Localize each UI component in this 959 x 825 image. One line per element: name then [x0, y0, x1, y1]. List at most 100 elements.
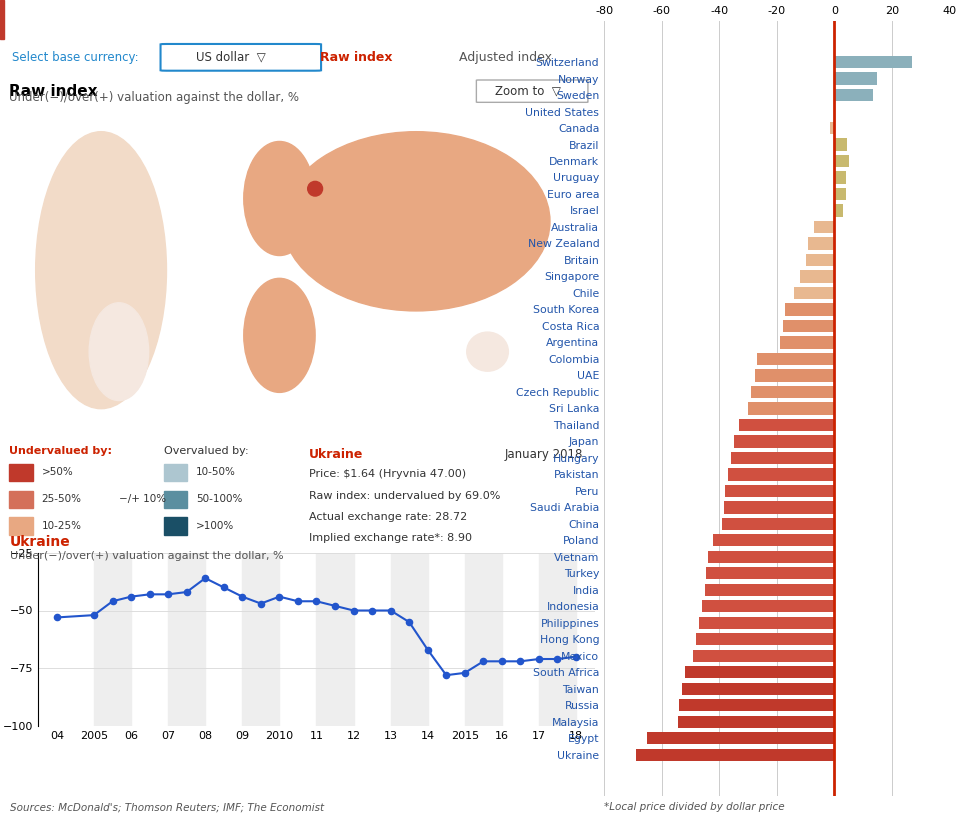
Text: Overvalued by:: Overvalued by:: [164, 446, 248, 455]
Ellipse shape: [35, 132, 167, 408]
Bar: [539, 553, 576, 726]
Text: Ukraine: Ukraine: [309, 448, 363, 460]
Bar: [679, 699, 834, 711]
Text: >100%: >100%: [197, 521, 234, 531]
FancyBboxPatch shape: [160, 44, 321, 71]
Bar: [636, 748, 834, 761]
Text: 10-25%: 10-25%: [41, 521, 82, 531]
Bar: [702, 600, 834, 612]
Bar: [647, 732, 834, 744]
Bar: [9, 464, 33, 481]
Point: [216, 581, 231, 594]
Text: *Local price divided by dollar price: *Local price divided by dollar price: [604, 802, 784, 812]
Bar: [696, 633, 834, 645]
Bar: [164, 517, 187, 535]
Text: Under(−)/over(+) valuation against the dollar, %: Under(−)/over(+) valuation against the d…: [10, 550, 283, 560]
Bar: [834, 89, 873, 101]
Bar: [808, 238, 834, 250]
Ellipse shape: [308, 182, 322, 196]
Bar: [834, 73, 877, 85]
Point: [438, 668, 454, 681]
Text: 10-50%: 10-50%: [197, 467, 236, 478]
Text: Undervalued by:: Undervalued by:: [9, 446, 112, 455]
Text: January 2018: January 2018: [504, 448, 583, 460]
Point: [513, 655, 528, 668]
Bar: [0, 0, 4, 39]
Point: [494, 655, 509, 668]
Bar: [728, 468, 834, 480]
Bar: [677, 715, 834, 728]
Bar: [734, 435, 834, 447]
Point: [142, 587, 157, 601]
Bar: [708, 550, 834, 563]
Text: The Big Mac index: The Big Mac index: [11, 11, 196, 28]
Bar: [830, 122, 834, 134]
Bar: [9, 491, 33, 507]
Point: [160, 587, 175, 601]
Bar: [725, 484, 834, 497]
Text: −/+ 10%: −/+ 10%: [119, 494, 166, 504]
Bar: [814, 221, 834, 233]
Bar: [780, 337, 834, 349]
Text: Sources: McDonald's; Thomson Reuters; IMF; The Economist: Sources: McDonald's; Thomson Reuters; IM…: [10, 802, 324, 812]
Ellipse shape: [89, 303, 149, 401]
Point: [271, 590, 287, 603]
Text: Under(−)/over(+) valuation against the dollar, %: Under(−)/over(+) valuation against the d…: [9, 91, 298, 104]
Point: [291, 595, 306, 608]
Text: Implied exchange rate*: 8.90: Implied exchange rate*: 8.90: [309, 534, 472, 544]
Point: [550, 653, 565, 666]
Bar: [693, 649, 834, 662]
Bar: [316, 553, 354, 726]
Point: [457, 667, 473, 680]
Bar: [685, 666, 834, 678]
Bar: [834, 155, 849, 167]
Ellipse shape: [244, 141, 316, 256]
Text: Ukraine: Ukraine: [10, 535, 70, 549]
Bar: [243, 553, 279, 726]
Point: [86, 609, 102, 622]
Bar: [794, 287, 834, 299]
Point: [346, 604, 362, 617]
Ellipse shape: [467, 332, 508, 371]
Bar: [390, 553, 428, 726]
Point: [402, 615, 417, 629]
Bar: [757, 353, 834, 365]
Text: Adjusted index: Adjusted index: [459, 51, 551, 64]
Point: [531, 653, 547, 666]
Text: Zoom to  ▽: Zoom to ▽: [495, 85, 561, 97]
Bar: [783, 320, 834, 332]
Text: US dollar  ▽: US dollar ▽: [197, 51, 266, 64]
Point: [569, 650, 584, 663]
Point: [253, 597, 269, 610]
Text: Price: $1.64 (Hryvnia 47.00): Price: $1.64 (Hryvnia 47.00): [309, 469, 466, 479]
Point: [105, 595, 120, 608]
Text: Raw index: Raw index: [320, 51, 393, 64]
Bar: [164, 491, 187, 507]
Bar: [682, 682, 834, 695]
Point: [235, 590, 250, 603]
Bar: [834, 205, 843, 217]
Bar: [806, 254, 834, 266]
Text: >50%: >50%: [41, 467, 74, 478]
Bar: [706, 567, 834, 579]
Bar: [739, 418, 834, 431]
Bar: [168, 553, 205, 726]
Point: [198, 572, 213, 585]
Ellipse shape: [282, 132, 550, 311]
Bar: [834, 56, 912, 68]
Point: [476, 655, 491, 668]
Bar: [785, 304, 834, 316]
Bar: [755, 370, 834, 382]
Text: Raw index: undervalued by 69.0%: Raw index: undervalued by 69.0%: [309, 491, 501, 501]
Text: 50-100%: 50-100%: [197, 494, 243, 504]
Bar: [800, 271, 834, 283]
FancyBboxPatch shape: [477, 80, 588, 102]
Point: [383, 604, 398, 617]
Bar: [9, 517, 33, 535]
Bar: [722, 517, 834, 530]
Bar: [705, 583, 834, 596]
Point: [124, 590, 139, 603]
Bar: [94, 553, 131, 726]
Point: [420, 644, 435, 657]
Text: 25-50%: 25-50%: [41, 494, 82, 504]
